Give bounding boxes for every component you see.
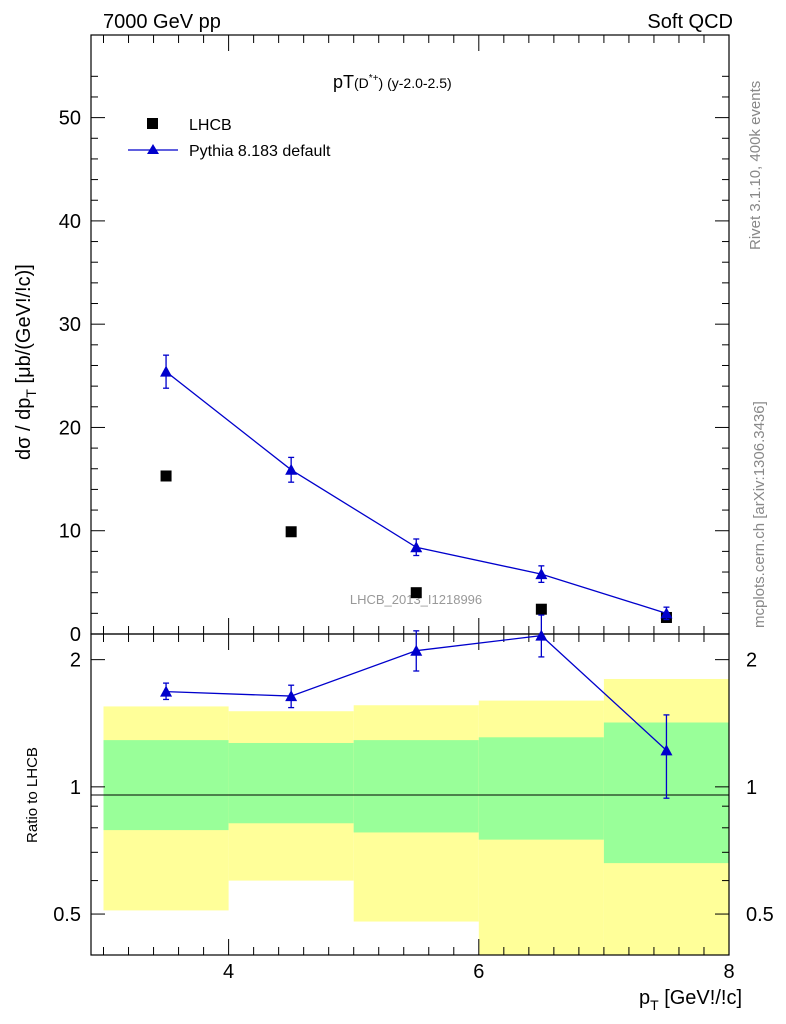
ratio-y-axis-label: Ratio to LHCB [24, 747, 41, 843]
legend-marker-pythia [147, 144, 159, 154]
pythia-data-point [160, 365, 173, 377]
main-y-ticks: 0 10 20 30 40 50 [59, 75, 729, 646]
main-x-ticks [103, 35, 730, 634]
ratio-y-tick-label-left: 0.5 [53, 904, 81, 926]
main-y-tick-label: 20 [59, 417, 81, 439]
main-y-axis-label: dσ / dpT [μb/(GeV!/!c)] [13, 264, 39, 460]
ratio-x-ticks: 4 6 8 [103, 634, 735, 983]
legend-label-pythia: Pythia 8.183 default [189, 143, 331, 160]
ratio-band-inner [353, 740, 479, 833]
lhcb-data-point [285, 526, 297, 538]
ratio-data-layer [160, 614, 673, 799]
main-data-layer [160, 354, 673, 623]
pythia-data-point [410, 541, 423, 553]
ratio-y-tick-label-left: 1 [70, 777, 81, 799]
main-y-tick-label: 50 [59, 108, 81, 130]
legend-label-lhcb: LHCB [189, 117, 232, 134]
legend-marker-lhcb [147, 118, 158, 129]
ratio-y-tick-label-right: 1 [746, 777, 757, 799]
ratio-y-tick-label-right: 2 [746, 650, 757, 672]
lhcb-data-point [410, 587, 422, 599]
ratio-band-inner [228, 742, 354, 824]
ratio-data-point [160, 685, 173, 697]
pythia-data-point [535, 568, 548, 580]
ratio-data-point [535, 629, 548, 641]
ratio-band-inner [103, 740, 229, 831]
x-tick-label: 4 [223, 961, 234, 983]
mcplots-label: mcplots.cern.ch [arXiv:1306.3436] [751, 401, 768, 628]
ratio-y-tick-label-left: 2 [70, 650, 81, 672]
main-y-tick-label: 40 [59, 211, 81, 233]
ratio-data-point [660, 744, 673, 756]
pythia-data-point [285, 463, 298, 475]
header-left: 7000 GeV pp [103, 11, 221, 33]
ratio-bands [103, 678, 729, 955]
legend: LHCB Pythia 8.183 default [128, 117, 331, 160]
ratio-band-inner [478, 737, 604, 840]
header-right: Soft QCD [647, 11, 733, 33]
x-tick-label: 8 [723, 961, 734, 983]
main-y-tick-label: 0 [70, 624, 81, 646]
ratio-frame [90, 633, 730, 956]
plot-title: pT(D*+) (y-2.0-2.5) [333, 72, 452, 92]
x-axis-label: pT [GeV!/!c] [639, 987, 742, 1013]
lhcb-data-point [535, 603, 547, 615]
ratio-y-tick-label-right: 0.5 [746, 904, 774, 926]
analysis-watermark: LHCB_2013_I1218996 [350, 592, 482, 607]
rivet-label: Rivet 3.1.10, 400k events [747, 81, 764, 250]
main-frame [90, 34, 730, 635]
main-y-tick-label: 30 [59, 314, 81, 336]
x-tick-label: 6 [473, 961, 484, 983]
lhcb-data-point [160, 470, 172, 482]
main-y-tick-label: 10 [59, 521, 81, 543]
pythia-line [165, 371, 667, 614]
ratio-data-point [285, 690, 298, 702]
pythia-data-point [660, 607, 673, 619]
ratio-data-point [410, 644, 423, 656]
